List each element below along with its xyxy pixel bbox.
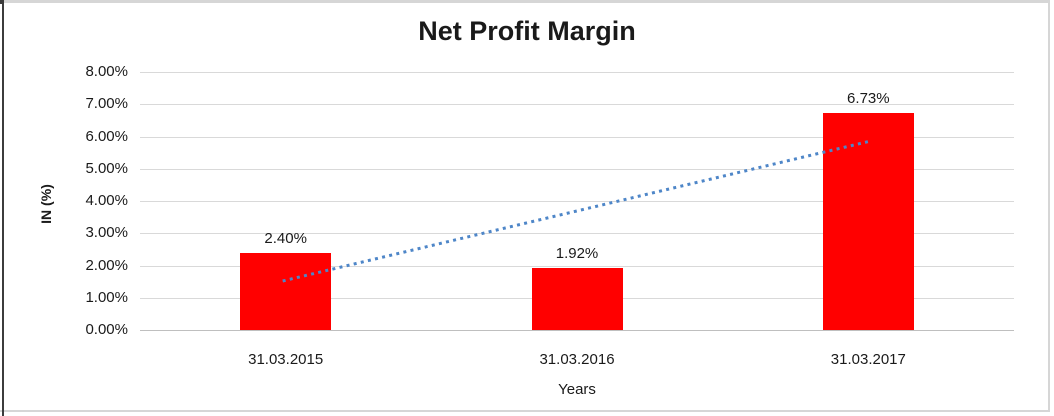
y-tick-label: 1.00% (85, 288, 128, 306)
y-tick-label: 5.00% (85, 159, 128, 177)
gridline (140, 233, 1014, 235)
frame-border-left (2, 0, 4, 416)
frame-border-top (0, 0, 1050, 3)
gridline (140, 168, 1014, 170)
gridline (140, 104, 1014, 106)
x-tick-label: 31.03.2015 (248, 351, 324, 368)
x-tick-label: 31.03.2017 (830, 351, 906, 368)
bar-data-label: 6.73% (847, 89, 890, 107)
y-tick-label: 2.00% (85, 256, 128, 274)
x-axis-title: Years (558, 381, 596, 398)
chart-title: Net Profit Margin (418, 16, 636, 46)
trendline (282, 139, 870, 283)
frame-border-bottom (0, 410, 1050, 412)
y-tick-label: 6.00% (85, 127, 128, 145)
bar-31.03.2016 (531, 268, 623, 330)
bar-data-label: 2.40% (264, 229, 307, 247)
gridline (140, 201, 1014, 202)
bar-data-label: 1.92% (555, 245, 599, 263)
x-tick-label: 31.03.2016 (539, 351, 615, 368)
y-tick-label: 7.00% (85, 95, 128, 113)
y-tick-label: 3.00% (85, 224, 128, 242)
gridline (140, 265, 1014, 267)
gridline (140, 72, 1014, 73)
bar-31.03.2015 (240, 252, 332, 330)
frame-border-corner (0, 0, 4, 4)
y-tick-label: 8.00% (85, 63, 128, 80)
y-tick-label: 4.00% (85, 192, 128, 209)
frame-border-right (1048, 0, 1050, 412)
plot-area: 2.40% 1.92% 6.73% (140, 72, 1014, 331)
gridline (140, 136, 1014, 138)
gridline (140, 330, 1014, 331)
y-tick-label: 0.00% (85, 321, 128, 338)
